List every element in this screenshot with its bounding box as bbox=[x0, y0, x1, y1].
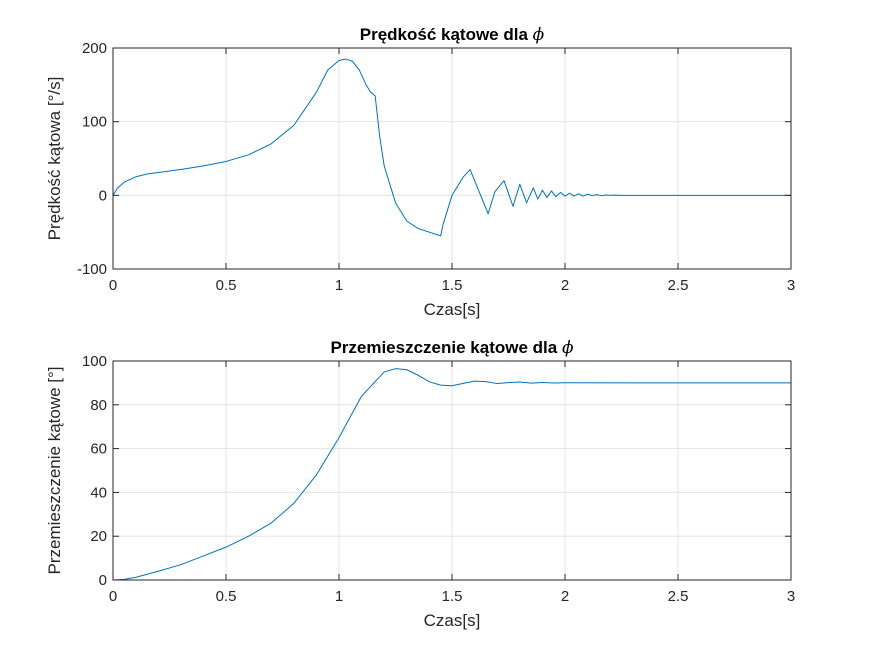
velocity-x-tick-label: 2 bbox=[561, 277, 569, 294]
displacement-x-tick-label: 3 bbox=[787, 588, 795, 605]
displacement-y-tick-label: 60 bbox=[90, 441, 107, 458]
displacement-x-tick-label: 0.5 bbox=[216, 588, 237, 605]
displacement-x-tick-label: 1 bbox=[335, 588, 343, 605]
velocity-x-tick-label: 0 bbox=[109, 277, 117, 294]
displacement-y-tick-label: 40 bbox=[90, 484, 107, 501]
velocity-y-tick-label: 100 bbox=[82, 114, 107, 131]
velocity-title: Prędkość kątowe dla ϕ bbox=[360, 25, 545, 45]
displacement-x-tick-label: 2 bbox=[561, 588, 569, 605]
velocity-x-tick-label: 0.5 bbox=[216, 277, 237, 294]
velocity-x-tick-label: 1 bbox=[335, 277, 343, 294]
velocity-y-tick-label: -100 bbox=[77, 261, 107, 278]
velocity-x-tick-label: 2.5 bbox=[668, 277, 689, 294]
displacement-plot: 0 0.5 1 1.5 2 2.5 3 0 20 40 60 80 100 Przemieszczeni… bbox=[45, 338, 795, 630]
velocity-x-tick-label: 3 bbox=[787, 277, 795, 294]
displacement-y-tick-label: 80 bbox=[90, 397, 107, 414]
displacement-x-axis-label: Czas[s] bbox=[424, 611, 481, 630]
velocity-x-tick-label: 1.5 bbox=[442, 277, 463, 294]
displacement-x-tick-label: 2.5 bbox=[668, 588, 689, 605]
displacement-y-tick-label: 100 bbox=[82, 353, 107, 370]
displacement-title: Przemieszczenie kątowe dla ϕ bbox=[330, 338, 574, 358]
displacement-y-tick-label: 0 bbox=[99, 572, 107, 589]
displacement-y-axis-label: Przemieszczenie kątowe [°] bbox=[45, 366, 64, 574]
velocity-y-axis-label: Prędkość kątowa [°/s] bbox=[45, 77, 64, 241]
velocity-x-axis-label: Czas[s] bbox=[424, 300, 481, 319]
displacement-series-line bbox=[112, 368, 791, 581]
velocity-y-tick-label: 0 bbox=[99, 187, 107, 204]
displacement-series bbox=[112, 368, 791, 581]
velocity-y-tick-label: 200 bbox=[82, 40, 107, 57]
velocity-series bbox=[112, 58, 791, 237]
displacement-x-tick-label: 0 bbox=[109, 588, 117, 605]
displacement-x-tick-label: 1.5 bbox=[442, 588, 463, 605]
displacement-grid bbox=[113, 361, 791, 580]
displacement-ticks: 0 0.5 1 1.5 2 2.5 3 0 20 40 60 80 100 bbox=[82, 353, 795, 605]
velocity-series-line bbox=[112, 58, 791, 237]
displacement-y-tick-label: 20 bbox=[90, 528, 107, 545]
